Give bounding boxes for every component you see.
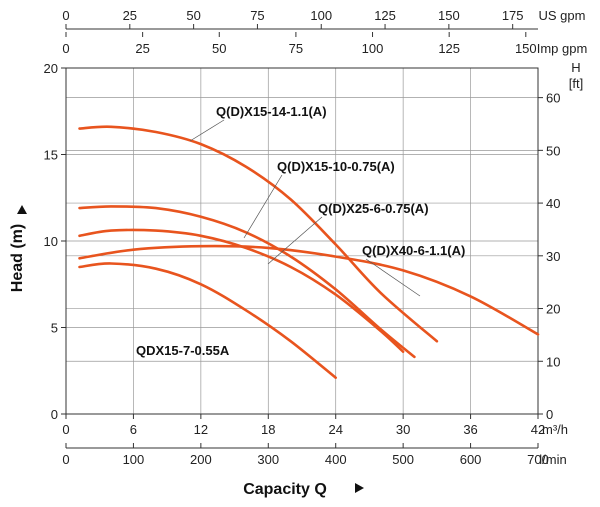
x-axis-arrow-icon bbox=[355, 483, 364, 493]
x-tick-label: 0 bbox=[62, 422, 69, 437]
series-leader-1 bbox=[189, 119, 225, 142]
ft-tick-label: 30 bbox=[546, 249, 560, 264]
series-leader-2 bbox=[243, 174, 283, 239]
series-line-1 bbox=[78, 125, 439, 343]
series-label-2: Q(D)X15-10-0.75(A) bbox=[277, 159, 395, 174]
us-gpm-tick-label: 175 bbox=[502, 8, 524, 23]
us-gpm-tick-label: 75 bbox=[250, 8, 264, 23]
lpm-tick-label: 100 bbox=[123, 452, 145, 467]
axis-titles: Head (m) Capacity Q bbox=[9, 205, 364, 498]
ft-tick-label: 50 bbox=[546, 143, 560, 158]
series-leader-3 bbox=[267, 216, 323, 265]
lpm-tick-label: 600 bbox=[460, 452, 482, 467]
series-label-5: QDX15-7-0.55A bbox=[136, 343, 230, 358]
y-tick-label: 5 bbox=[51, 321, 58, 336]
x-tick-label: 24 bbox=[328, 422, 342, 437]
ft-tick-label: 40 bbox=[546, 196, 560, 211]
imp-gpm-tick-label: 100 bbox=[362, 41, 384, 56]
x-tick-label: 12 bbox=[194, 422, 208, 437]
series-line-3 bbox=[78, 228, 405, 353]
us-gpm-tick-label: 25 bbox=[123, 8, 137, 23]
lpm-tick-label: 400 bbox=[325, 452, 347, 467]
series-line-5 bbox=[78, 262, 337, 379]
ft-tick-label: 20 bbox=[546, 302, 560, 317]
y-axis-arrow-icon bbox=[17, 205, 27, 214]
x-tick-label: 6 bbox=[130, 422, 137, 437]
lpm-tick-label: 300 bbox=[257, 452, 279, 467]
ft-unit-label-top: H bbox=[571, 60, 580, 75]
lpm-tick-label: 700 bbox=[527, 452, 549, 467]
x-axis-title: Capacity Q bbox=[243, 481, 327, 498]
y-tick-label: 10 bbox=[44, 234, 58, 249]
series-label-4: Q(D)X40-6-1.1(A) bbox=[362, 243, 465, 258]
series-line-2 bbox=[78, 205, 416, 359]
imp-gpm-tick-label: 50 bbox=[212, 41, 226, 56]
y-tick-label: 20 bbox=[44, 61, 58, 76]
ft-tick-label: 10 bbox=[546, 354, 560, 369]
series-line-4 bbox=[78, 244, 540, 336]
imp-gpm-tick-label: 125 bbox=[438, 41, 460, 56]
imp-gpm-tick-label: 25 bbox=[135, 41, 149, 56]
series-label-1: Q(D)X15-14-1.1(A) bbox=[216, 104, 327, 119]
curves bbox=[78, 125, 540, 379]
us-gpm-tick-label: 150 bbox=[438, 8, 460, 23]
y-tick-label: 0 bbox=[51, 407, 58, 422]
x-tick-label: 30 bbox=[396, 422, 410, 437]
us-gpm-unit-label: US gpm bbox=[539, 8, 586, 23]
x-tick-label: 36 bbox=[463, 422, 477, 437]
imp-gpm-tick-label: 0 bbox=[62, 41, 69, 56]
lpm-tick-label: 200 bbox=[190, 452, 212, 467]
x-unit-label: m³/h bbox=[542, 422, 568, 437]
us-gpm-tick-label: 50 bbox=[186, 8, 200, 23]
x-tick-label: 42 bbox=[531, 422, 545, 437]
y-axis-title: Head (m) bbox=[9, 224, 26, 292]
imp-gpm-tick-label: 75 bbox=[289, 41, 303, 56]
imp-gpm-tick-label: 150 bbox=[515, 41, 537, 56]
us-gpm-tick-label: 100 bbox=[310, 8, 332, 23]
ft-tick-label: 0 bbox=[546, 407, 553, 422]
lpm-unit-label: l/min bbox=[539, 452, 566, 467]
label-leaders bbox=[189, 119, 421, 297]
ft-tick-label: 60 bbox=[546, 91, 560, 106]
imp-gpm-unit-label: Imp gpm bbox=[537, 41, 588, 56]
x-tick-label: 18 bbox=[261, 422, 275, 437]
series-labels: Q(D)X15-14-1.1(A) Q(D)X15-10-0.75(A) Q(D)X… bbox=[136, 104, 465, 358]
us-gpm-tick-label: 125 bbox=[374, 8, 396, 23]
y-tick-label: 15 bbox=[44, 148, 58, 163]
series-leader-4 bbox=[365, 258, 421, 297]
us-gpm-tick-label: 0 bbox=[62, 8, 69, 23]
lpm-tick-label: 0 bbox=[62, 452, 69, 467]
series-label-3: Q(D)X25-6-0.75(A) bbox=[318, 201, 429, 216]
lpm-tick-label: 500 bbox=[392, 452, 414, 467]
grid bbox=[66, 68, 538, 414]
ft-unit-label-bottom: [ft] bbox=[569, 76, 583, 91]
